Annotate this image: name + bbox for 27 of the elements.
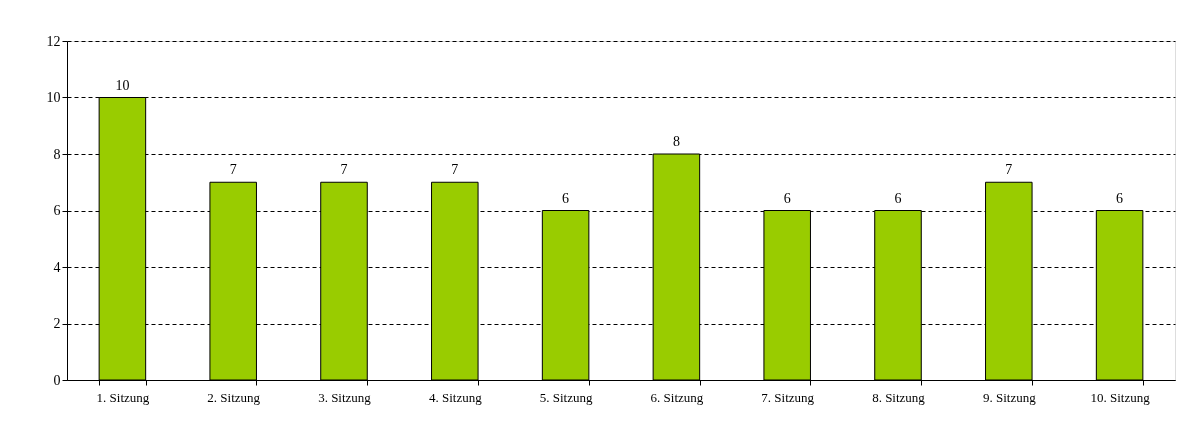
x-tick-label: 8. Sitzung bbox=[872, 389, 926, 405]
x-tick-label: 10. Sitzung bbox=[1090, 389, 1151, 405]
data-label: 6 bbox=[783, 190, 791, 206]
data-label: 6 bbox=[894, 190, 902, 206]
data-label: 7 bbox=[451, 162, 459, 178]
y-tick-label: 8 bbox=[53, 146, 61, 162]
x-tick-label: 6. Sitzung bbox=[650, 389, 704, 405]
data-label: 6 bbox=[1116, 190, 1124, 206]
x-tick-label: 1. Sitzung bbox=[96, 389, 150, 405]
data-label: 6 bbox=[562, 190, 570, 206]
x-tick-label: 3. Sitzung bbox=[318, 389, 372, 405]
x-tick-label: 7. Sitzung bbox=[761, 389, 815, 405]
data-label: 8 bbox=[672, 134, 680, 149]
x-tick-label: 5. Sitzung bbox=[539, 389, 593, 405]
data-label: 7 bbox=[340, 162, 348, 178]
data-label: 10 bbox=[115, 77, 130, 93]
y-tick-label: 12 bbox=[46, 33, 61, 49]
y-tick-label: 6 bbox=[53, 203, 61, 218]
data-label: 7 bbox=[1005, 162, 1013, 178]
x-tick-label: 9. Sitzung bbox=[982, 389, 1037, 405]
y-tick-label: 4 bbox=[53, 259, 61, 275]
x-tick-label: 2. Sitzung bbox=[207, 389, 261, 405]
y-tick-label: 10 bbox=[46, 90, 61, 105]
y-tick-label: 2 bbox=[53, 316, 61, 331]
x-tick-label: 4. Sitzung bbox=[428, 389, 483, 405]
data-label: 7 bbox=[229, 162, 237, 178]
y-tick-label: 0 bbox=[53, 372, 61, 388]
